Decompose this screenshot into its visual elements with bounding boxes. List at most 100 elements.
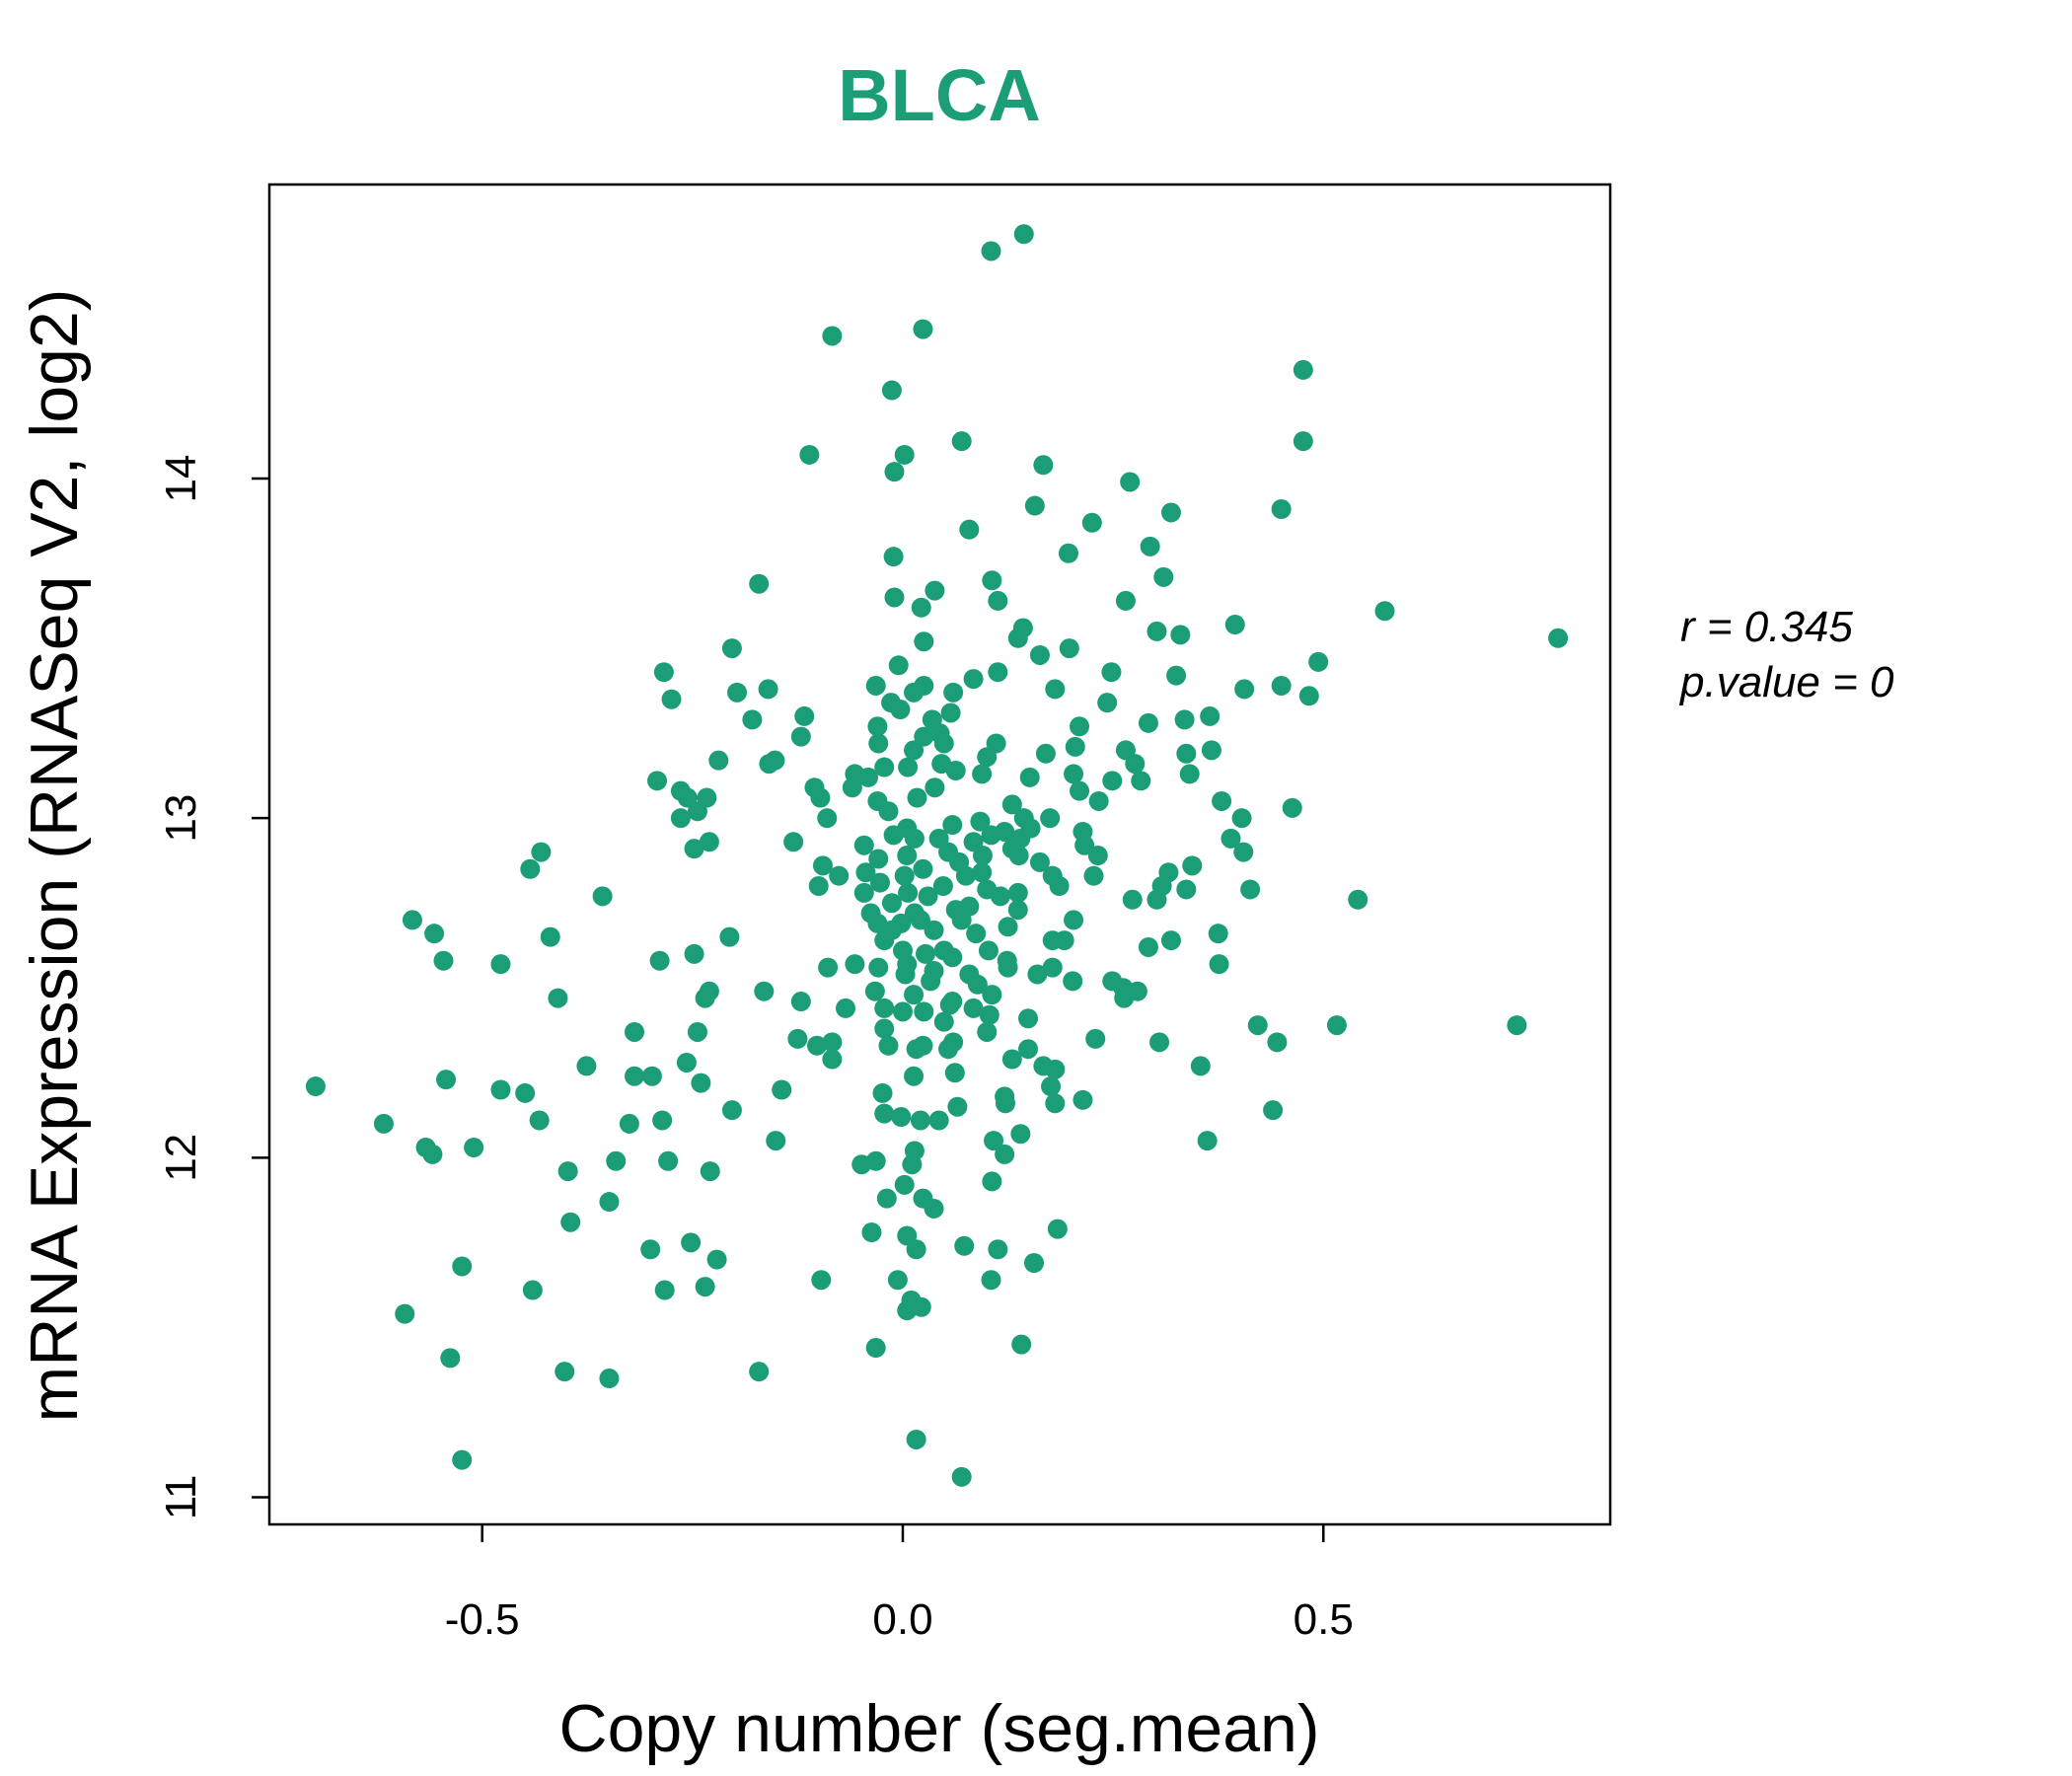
data-point	[807, 1035, 828, 1056]
data-point	[1045, 1059, 1066, 1079]
p-value-label: p.value = 0	[1678, 658, 1894, 706]
data-point	[1271, 675, 1292, 696]
data-point	[874, 1018, 895, 1039]
data-point	[884, 587, 905, 608]
y-axis: 11 12 13 14	[157, 455, 269, 1520]
data-point	[938, 1039, 959, 1060]
data-point	[1007, 900, 1028, 921]
data-point	[677, 787, 698, 808]
data-point	[1035, 743, 1056, 764]
data-point	[1097, 693, 1118, 713]
data-point	[907, 787, 927, 808]
data-point	[1138, 712, 1158, 733]
data-point	[1074, 835, 1095, 855]
data-point	[874, 1103, 895, 1124]
data-point	[783, 832, 804, 852]
data-point	[1263, 1100, 1284, 1121]
data-point	[684, 943, 704, 964]
data-point	[695, 988, 715, 1008]
data-point	[625, 1021, 645, 1042]
data-point	[925, 777, 945, 798]
data-point	[658, 1150, 679, 1171]
data-point	[947, 1096, 968, 1117]
data-point	[1374, 601, 1395, 622]
data-point	[520, 858, 541, 879]
data-point	[1221, 828, 1241, 849]
data-point	[887, 1270, 908, 1291]
data-point	[910, 1110, 930, 1131]
data-point	[1018, 1039, 1039, 1060]
data-point	[1208, 924, 1228, 944]
data-point	[897, 1300, 918, 1321]
data-point	[1190, 1056, 1211, 1076]
data-point	[706, 1249, 727, 1270]
data-point	[1147, 621, 1167, 641]
data-point	[981, 1270, 1001, 1291]
data-point	[1548, 628, 1569, 648]
data-point	[1308, 651, 1329, 672]
data-point	[904, 828, 925, 849]
data-point	[955, 865, 976, 886]
data-point	[1240, 879, 1261, 900]
data-point	[829, 865, 850, 886]
data-point	[888, 655, 909, 676]
data-point	[904, 682, 925, 703]
data-point	[904, 1066, 925, 1086]
data-point	[1179, 764, 1200, 784]
x-axis: -0.5 0.0 0.5	[445, 1524, 1354, 1644]
data-point	[1007, 628, 1028, 648]
data-point	[402, 910, 422, 930]
data-point	[727, 682, 748, 703]
data-point	[1013, 224, 1034, 245]
data-point	[921, 971, 941, 992]
data-point	[883, 547, 904, 567]
data-point	[904, 740, 925, 761]
data-point	[560, 1212, 581, 1232]
data-point	[1049, 876, 1070, 897]
data-point	[942, 947, 963, 968]
data-point	[1293, 359, 1313, 380]
data-point	[1140, 536, 1160, 556]
data-point	[1122, 889, 1143, 910]
data-point	[1001, 1049, 1022, 1070]
data-point	[1019, 767, 1040, 787]
data-point	[996, 1093, 1016, 1114]
data-point	[1115, 590, 1136, 611]
data-point	[599, 1369, 620, 1389]
data-point	[990, 886, 1010, 907]
data-point	[867, 716, 888, 737]
data-point	[606, 1150, 627, 1171]
data-point	[490, 1079, 511, 1100]
data-point	[1070, 716, 1090, 737]
data-point	[670, 808, 691, 829]
data-point	[1298, 686, 1319, 706]
data-point	[874, 757, 895, 777]
points-layer	[305, 224, 1569, 1487]
data-point	[1224, 615, 1245, 635]
data-point	[1326, 1015, 1347, 1036]
y-tick-label: 11	[157, 1475, 205, 1520]
data-point	[1007, 882, 1028, 903]
data-point	[858, 767, 879, 787]
data-point	[1114, 988, 1135, 1008]
data-point	[1029, 851, 1050, 872]
data-point	[452, 1256, 473, 1277]
data-point	[1047, 1219, 1068, 1239]
x-tick-label: -0.5	[445, 1595, 520, 1644]
data-point	[944, 1063, 965, 1083]
chart-title: BLCA	[838, 54, 1041, 136]
data-point	[891, 1107, 912, 1128]
data-point	[721, 638, 742, 659]
data-point	[914, 631, 934, 652]
data-point	[883, 825, 904, 846]
data-point	[305, 1076, 326, 1097]
data-point	[721, 1100, 742, 1121]
data-point	[918, 886, 938, 907]
data-point	[972, 846, 993, 866]
data-point	[1054, 930, 1074, 951]
data-point	[954, 1235, 975, 1256]
data-point	[1058, 543, 1078, 563]
data-point	[1041, 1076, 1062, 1097]
data-point	[913, 319, 933, 339]
data-point	[874, 930, 895, 951]
